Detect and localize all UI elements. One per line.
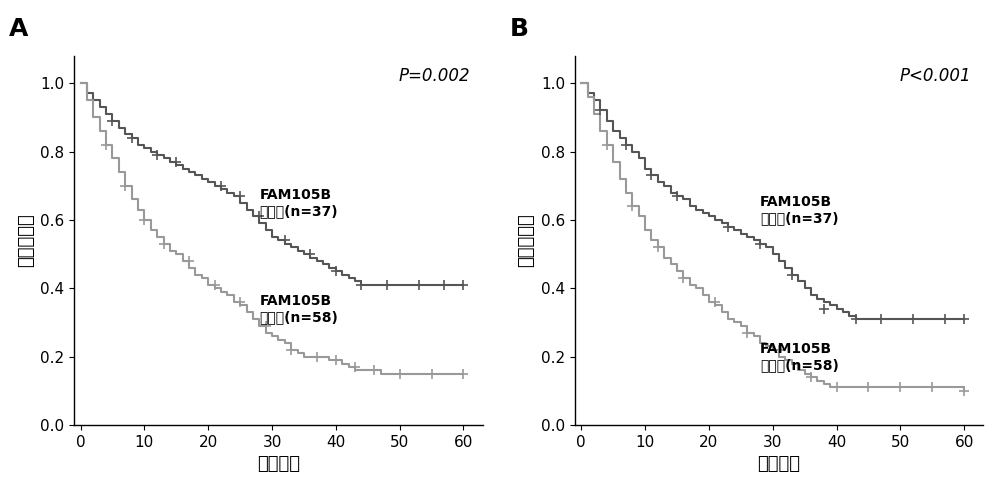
X-axis label: 术后月份: 术后月份 xyxy=(758,455,801,473)
Text: A: A xyxy=(9,17,28,41)
Text: FAM105B
高表达(n=58): FAM105B 高表达(n=58) xyxy=(259,294,338,324)
Text: B: B xyxy=(510,17,529,41)
Text: FAM105B
低表达(n=37): FAM105B 低表达(n=37) xyxy=(760,195,839,225)
Text: FAM105B
高表达(n=58): FAM105B 高表达(n=58) xyxy=(760,342,839,372)
Y-axis label: 总体生存率: 总体生存率 xyxy=(17,214,35,267)
Text: P=0.002: P=0.002 xyxy=(399,67,470,85)
Text: FAM105B
低表达(n=37): FAM105B 低表达(n=37) xyxy=(259,188,338,218)
Y-axis label: 无癱生存率: 无癱生存率 xyxy=(517,214,535,267)
Text: P<0.001: P<0.001 xyxy=(899,67,971,85)
X-axis label: 术后月份: 术后月份 xyxy=(257,455,300,473)
